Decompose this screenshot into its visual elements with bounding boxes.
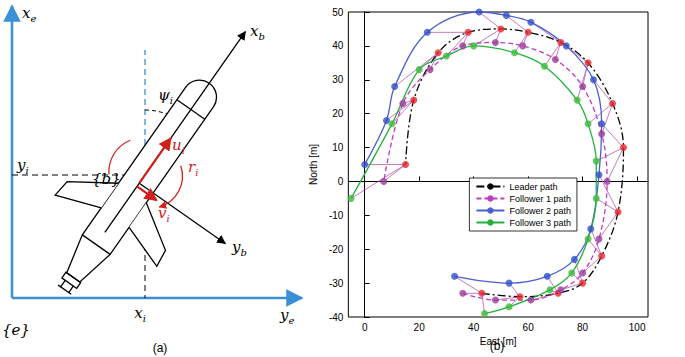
svg-text:yb: yb (231, 238, 247, 258)
svg-text:-10: -10 (329, 210, 344, 221)
svg-text:0: 0 (338, 176, 344, 187)
svg-text:60: 60 (523, 322, 535, 333)
svg-text:-40: -40 (329, 312, 344, 323)
svg-text:Follower 3 path: Follower 3 path (509, 218, 571, 228)
svg-text:North [m]: North [m] (308, 144, 319, 185)
svg-text:(a): (a) (153, 341, 168, 355)
svg-text:{b}: {b} (92, 170, 121, 188)
svg-text:ri: ri (188, 158, 198, 178)
svg-text:20: 20 (332, 108, 344, 119)
svg-text:xe: xe (22, 4, 36, 24)
svg-text:40: 40 (468, 322, 480, 333)
svg-text:vi: vi (158, 204, 170, 224)
svg-text:100: 100 (629, 322, 646, 333)
svg-text:Leader path: Leader path (509, 182, 557, 192)
svg-text:-20: -20 (329, 244, 344, 255)
svg-text:{e}: {e} (2, 321, 30, 339)
svg-text:50: 50 (332, 7, 344, 18)
svg-text:ye: ye (279, 306, 294, 326)
svg-text:10: 10 (332, 142, 344, 153)
svg-text:xi: xi (134, 304, 146, 324)
svg-text:40: 40 (332, 40, 344, 51)
svg-text:xb: xb (250, 22, 265, 42)
svg-text:-30: -30 (329, 278, 344, 289)
svg-text:ψi: ψi (158, 86, 173, 106)
svg-text:Follower 1 path: Follower 1 path (509, 194, 571, 204)
svg-text:Follower 2 path: Follower 2 path (509, 206, 571, 216)
svg-text:30: 30 (332, 74, 344, 85)
svg-text:0: 0 (362, 322, 368, 333)
svg-text:ui: ui (172, 136, 185, 156)
svg-text:yi: yi (16, 156, 29, 176)
svg-text:80: 80 (577, 322, 589, 333)
svg-text:20: 20 (414, 322, 426, 333)
